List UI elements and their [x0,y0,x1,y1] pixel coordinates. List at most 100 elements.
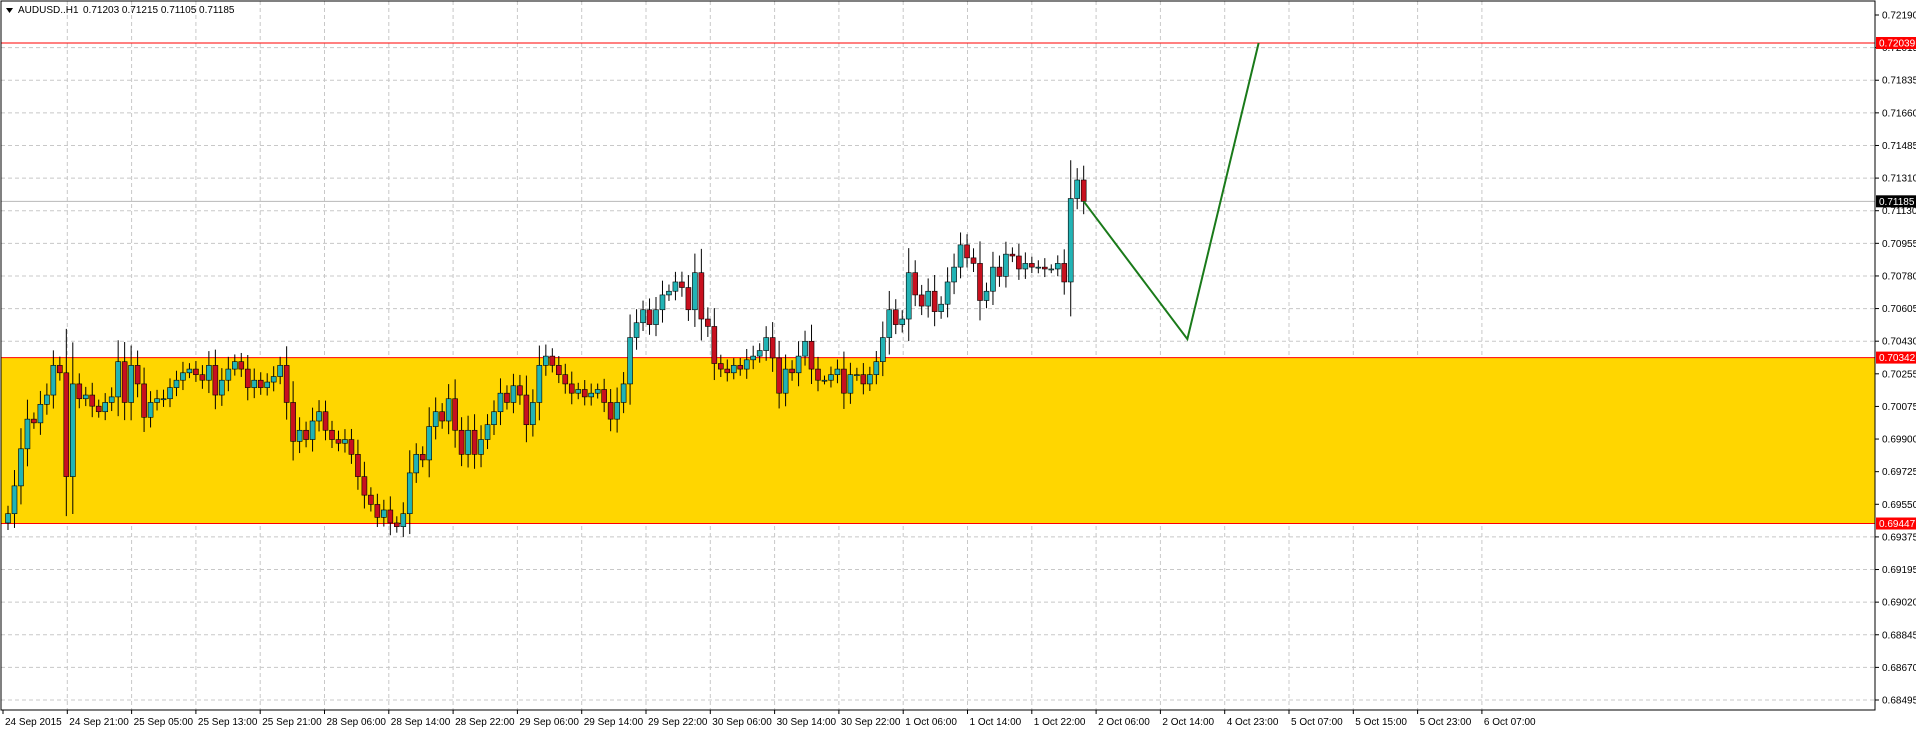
candle [795,341,802,387]
candle-body-bull [620,383,627,403]
candle-body-bull [160,398,167,401]
candle-body-bull [219,379,225,396]
candle [931,275,938,327]
candle [549,348,556,373]
candle [601,378,607,413]
badge-zone-bottom: 0.69447 [1876,517,1916,530]
candle-body-bear [57,365,63,374]
candle [491,400,497,435]
candle [834,359,841,384]
candle-body-bear [717,363,724,370]
candle-body-bear [439,411,445,422]
candle-body-bear [348,439,355,455]
candle-body-bull [1054,263,1061,270]
candle [769,322,776,372]
candle [517,374,523,405]
candle [1016,243,1022,280]
candle [264,373,271,396]
price-tick-label: 0.68670 [1882,663,1916,674]
candle [37,390,44,435]
candle-body-bull [588,392,595,398]
candle-body-bear [737,365,744,370]
candle-body-bull [251,379,258,388]
candle-body-bull [672,281,679,292]
candle [452,379,458,448]
candle [206,351,212,394]
candle-body-bear [244,368,251,388]
candle [257,372,264,395]
price-tick-label: 0.71660 [1882,108,1916,119]
price-tick-label: 0.69900 [1882,435,1916,446]
candle-body-bear [361,476,368,496]
candle-body-bull [1067,198,1074,283]
candle-body-bear [679,281,685,288]
candle [219,368,225,406]
candle [95,399,102,418]
candle [692,253,698,327]
chart-header[interactable]: AUDUSD..H1 0.71203 0.71215 0.71105 0.711… [6,5,235,16]
candle [1003,241,1009,288]
candle [31,412,37,429]
candle-body-bull [828,374,834,381]
candle-body-bull [173,379,180,388]
candle-body-bull [530,402,536,426]
candle [964,234,970,268]
time-tick-label: 30 Sep 22:00 [841,717,901,728]
candle-body-bear [322,411,329,431]
time-tick-label: 5 Oct 23:00 [1420,717,1472,728]
candle [698,248,705,341]
candle [374,493,381,527]
candle-body-bull [484,424,491,440]
candle-body-bear [555,365,562,375]
candle [523,375,530,443]
candle-body-bear [393,522,400,527]
candle [730,358,737,380]
time-tick-label: 25 Sep 13:00 [198,717,258,728]
candle [296,417,303,454]
candle-body-bull [426,426,433,461]
candle [892,299,899,335]
candle-body-bull [756,350,763,357]
candle [510,373,517,414]
candle [18,428,24,505]
candle [828,366,834,388]
candle-body-bull [802,340,808,357]
time-tick-label: 28 Sep 14:00 [391,717,451,728]
candle [815,356,821,392]
candle-body-bear [63,372,70,477]
chevron-down-icon[interactable] [6,8,13,13]
candle [445,384,452,435]
candle-body-bear [329,429,335,440]
time-tick-label: 5 Oct 15:00 [1355,717,1407,728]
candle-body-bear [705,318,711,327]
candle-body-bear [419,454,426,461]
candle-body-bear [1016,255,1022,270]
candle-body-bull [938,303,944,312]
candle [614,387,620,433]
candle [225,356,232,392]
time-tick-label: 24 Sep 21:00 [69,717,129,728]
candle-body-bear [212,365,219,396]
badge-zone-top-bg [1876,351,1916,364]
time-tick-label: 4 Oct 23:00 [1227,717,1279,728]
badge-zone-bottom-bg [1876,517,1916,530]
candle [232,354,238,376]
candle-body-bull [167,387,173,400]
price-tick-label: 0.69375 [1882,532,1916,543]
time-tick-label: 1 Oct 22:00 [1034,717,1086,728]
candle [1074,168,1080,210]
price-tick-label: 0.70255 [1882,369,1916,380]
candle [886,290,893,355]
candle [763,326,769,361]
candle [154,389,160,411]
candle [57,356,63,381]
candle-body-bear [387,509,394,524]
candle-body-bull [478,439,484,455]
candle-body-bull [750,355,757,361]
candle [270,366,277,392]
candle-body-bull [905,272,912,320]
candle [439,403,445,429]
candle-body-bear [860,374,867,385]
time-tick-label: 2 Oct 14:00 [1162,717,1214,728]
